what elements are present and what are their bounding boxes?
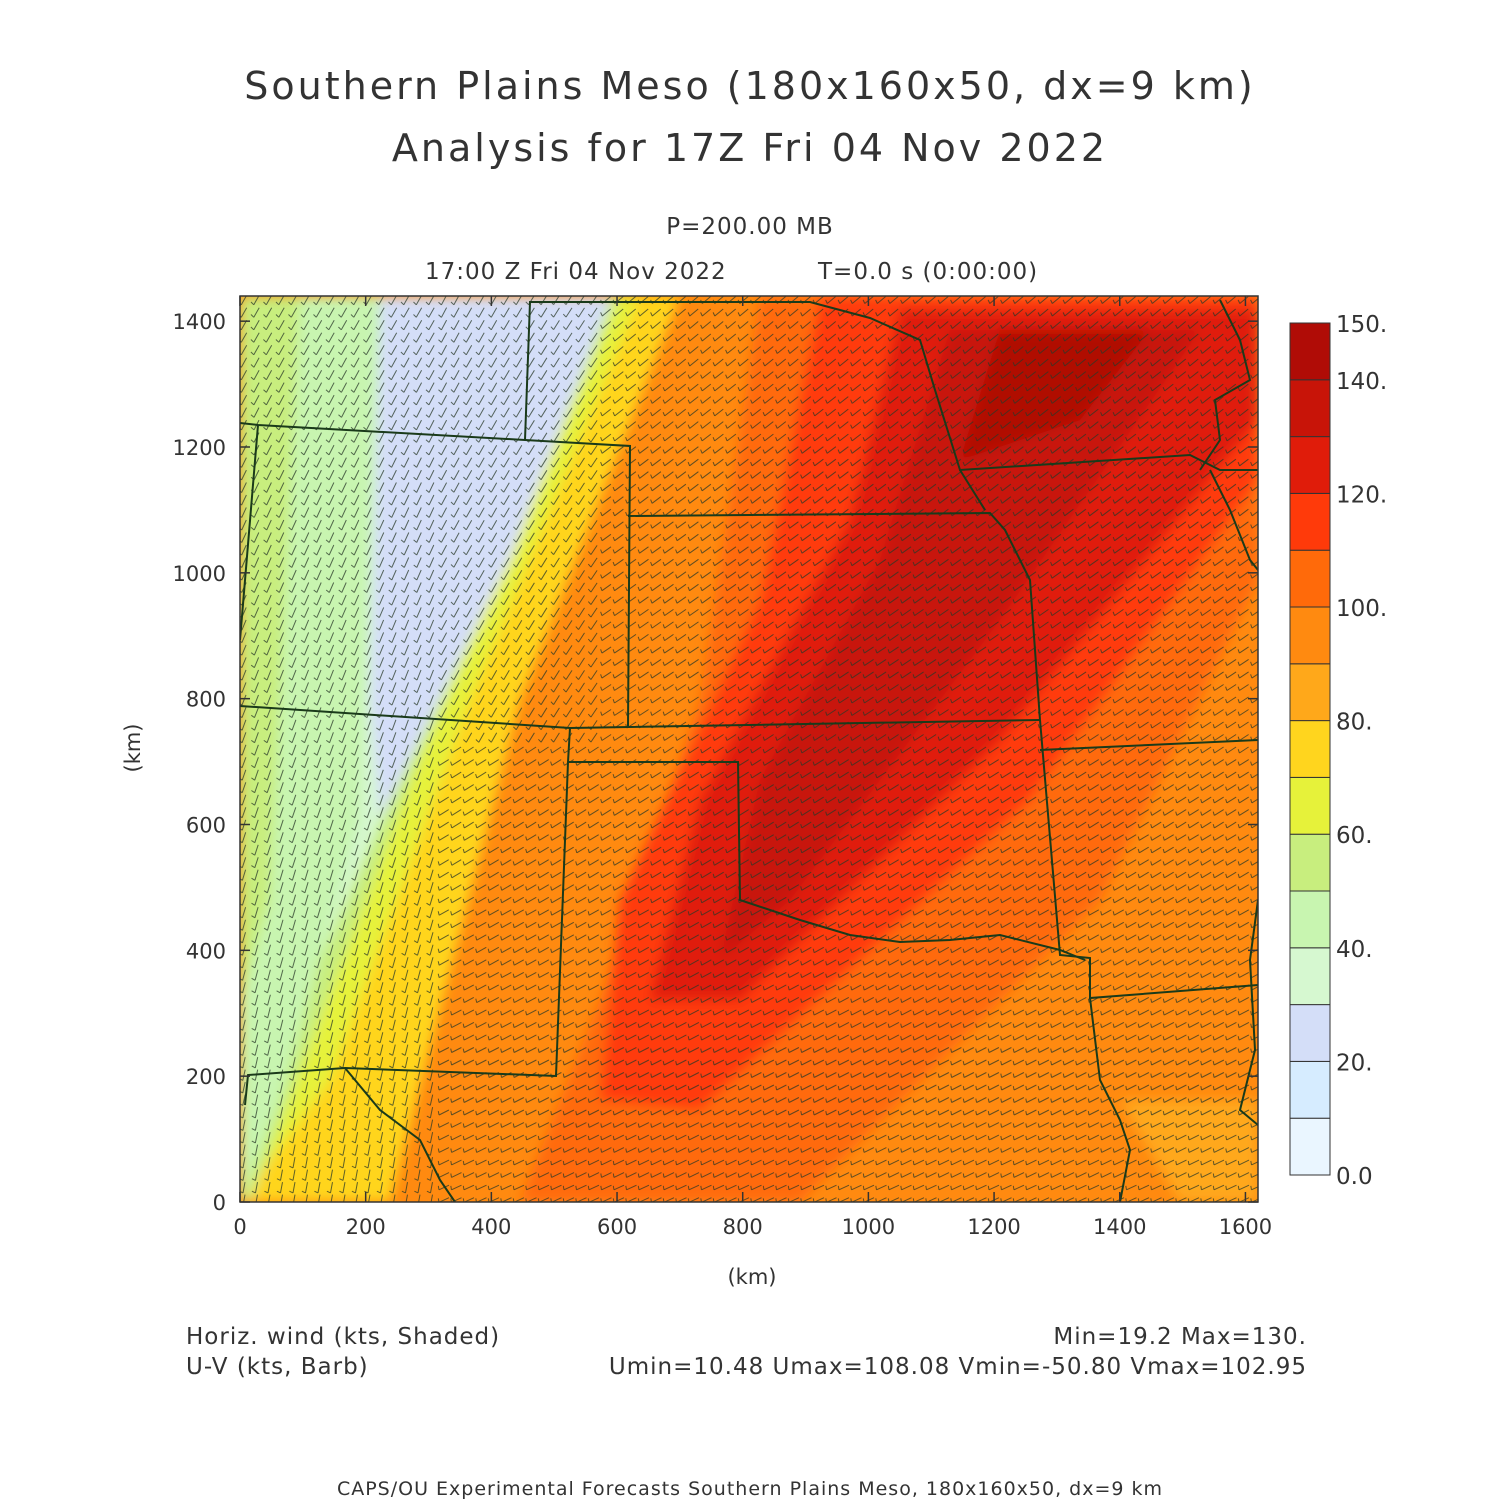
y-axis-tick-labels: 0 200 400 600 800 1000 1200 1400 [173, 310, 226, 1215]
y-tick-label: 1400 [173, 310, 226, 334]
colorbar-swatch [1289, 1117, 1331, 1176]
colorbar-swatch [1289, 663, 1331, 722]
colorbar-label: 20. [1336, 1050, 1373, 1076]
x-tick-label: 0 [233, 1215, 246, 1239]
x-tick-label: 1000 [842, 1215, 895, 1239]
plot-frame [239, 295, 1259, 1203]
colorbar-swatch [1289, 1060, 1331, 1119]
colorbar-swatch [1289, 549, 1331, 608]
y-tick-label: 1000 [173, 562, 226, 586]
colorbar-swatch [1289, 947, 1331, 1006]
colorbar-swatch [1289, 379, 1331, 438]
colorbar-label: 150. [1336, 312, 1387, 338]
x-axis-label: (km) [727, 1265, 776, 1289]
x-axis-tick-labels: 0 200 400 600 800 1000 1200 1400 1600 [233, 1215, 1272, 1239]
x-tick-label: 400 [471, 1215, 511, 1239]
colorbar-label: 0.0 [1336, 1164, 1373, 1190]
colorbar-swatch [1289, 606, 1331, 665]
colorbar-swatch [1289, 1004, 1331, 1062]
colorbar-label: 60. [1336, 823, 1373, 849]
title-line-2: Analysis for 17Z Fri 04 Nov 2022 [391, 126, 1109, 170]
colorbar-swatch [1289, 776, 1331, 835]
x-tick-label: 1200 [967, 1215, 1020, 1239]
x-tick-label: 800 [723, 1215, 763, 1239]
wind-barbs [240, 296, 1258, 1202]
legend-field-barb: U-V (kts, Barb) [186, 1354, 369, 1380]
colorbar-label: 40. [1336, 937, 1373, 963]
colorbar-swatch [1289, 890, 1331, 949]
y-tick-label: 800 [186, 688, 226, 712]
x-tick-label: 600 [597, 1215, 637, 1239]
colorbar-label: 140. [1336, 369, 1387, 395]
x-tick-label: 1600 [1219, 1215, 1272, 1239]
title-line-1: Southern Plains Meso (180x160x50, dx=9 k… [244, 64, 1256, 108]
colorbar-swatch [1289, 436, 1331, 494]
pressure-level: P=200.00 MB [666, 214, 834, 240]
legend-uv-stats: Umin=10.48 Umax=108.08 Vmin=-50.80 Vmax=… [608, 1354, 1307, 1380]
colorbar [1289, 322, 1331, 1176]
colorbar-labels: 0.0 20. 40. 60. 80. 100. 120. 140. 150. [1336, 312, 1387, 1190]
axis-ticks [239, 296, 1258, 1203]
y-axis-label: (km) [121, 723, 145, 772]
credit-line: CAPS/OU Experimental Forecasts Southern … [336, 1478, 1164, 1500]
model-time: T=0.0 s (0:00:00) [818, 259, 1039, 285]
colorbar-label: 100. [1336, 596, 1387, 622]
y-tick-label: 1200 [173, 436, 226, 460]
colorbar-swatch [1289, 720, 1331, 778]
y-tick-label: 200 [186, 1065, 226, 1089]
colorbar-label: 120. [1336, 482, 1387, 508]
colorbar-swatch [1289, 492, 1331, 551]
valid-time: 17:00 Z Fri 04 Nov 2022 [425, 259, 727, 285]
barb-field [240, 296, 1258, 1202]
y-tick-label: 0 [213, 1191, 226, 1215]
colorbar-swatch [1289, 322, 1331, 381]
x-tick-label: 200 [346, 1215, 386, 1239]
colorbar-label: 80. [1336, 710, 1373, 736]
state-borders [240, 299, 1258, 1202]
y-tick-label: 400 [186, 939, 226, 963]
legend-min-max: Min=19.2 Max=130. [1053, 1324, 1307, 1350]
y-tick-label: 600 [186, 814, 226, 838]
legend-field-shaded: Horiz. wind (kts, Shaded) [186, 1324, 501, 1350]
x-tick-label: 1400 [1093, 1215, 1146, 1239]
colorbar-swatch [1289, 833, 1331, 892]
